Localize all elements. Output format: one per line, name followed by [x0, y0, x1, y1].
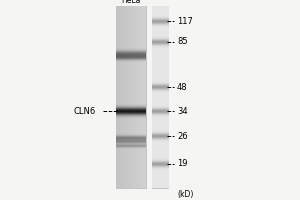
Text: 19: 19 — [177, 160, 188, 168]
Text: 26: 26 — [177, 132, 188, 141]
Bar — [116, 6, 146, 188]
Text: 48: 48 — [177, 83, 188, 92]
Text: HeLa: HeLa — [121, 0, 140, 5]
Text: (kD): (kD) — [177, 190, 194, 199]
Bar — [152, 6, 168, 188]
Text: 34: 34 — [177, 106, 188, 116]
Text: 85: 85 — [177, 38, 188, 46]
Text: CLN6: CLN6 — [74, 106, 96, 116]
Text: 117: 117 — [177, 17, 193, 26]
